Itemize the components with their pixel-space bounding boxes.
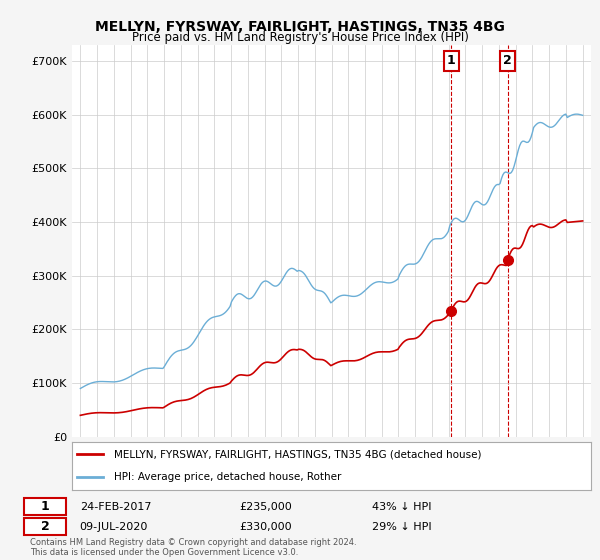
Text: MELLYN, FYRSWAY, FAIRLIGHT, HASTINGS, TN35 4BG: MELLYN, FYRSWAY, FAIRLIGHT, HASTINGS, TN… [95,20,505,34]
Text: 24-FEB-2017: 24-FEB-2017 [80,502,151,512]
Text: 2: 2 [503,54,512,67]
Text: 43% ↓ HPI: 43% ↓ HPI [372,502,432,512]
Text: MELLYN, FYRSWAY, FAIRLIGHT, HASTINGS, TN35 4BG (detached house): MELLYN, FYRSWAY, FAIRLIGHT, HASTINGS, TN… [113,449,481,459]
Text: £235,000: £235,000 [240,502,293,512]
Text: 1: 1 [447,54,455,67]
Text: Contains HM Land Registry data © Crown copyright and database right 2024.
This d: Contains HM Land Registry data © Crown c… [30,538,356,557]
Text: Price paid vs. HM Land Registry's House Price Index (HPI): Price paid vs. HM Land Registry's House … [131,31,469,44]
Text: 29% ↓ HPI: 29% ↓ HPI [372,522,432,532]
Text: 09-JUL-2020: 09-JUL-2020 [80,522,148,532]
Text: HPI: Average price, detached house, Rother: HPI: Average price, detached house, Roth… [113,472,341,482]
FancyBboxPatch shape [25,519,66,535]
FancyBboxPatch shape [25,498,66,515]
Text: £330,000: £330,000 [240,522,292,532]
Text: 1: 1 [41,500,49,513]
Text: 2: 2 [41,520,49,533]
